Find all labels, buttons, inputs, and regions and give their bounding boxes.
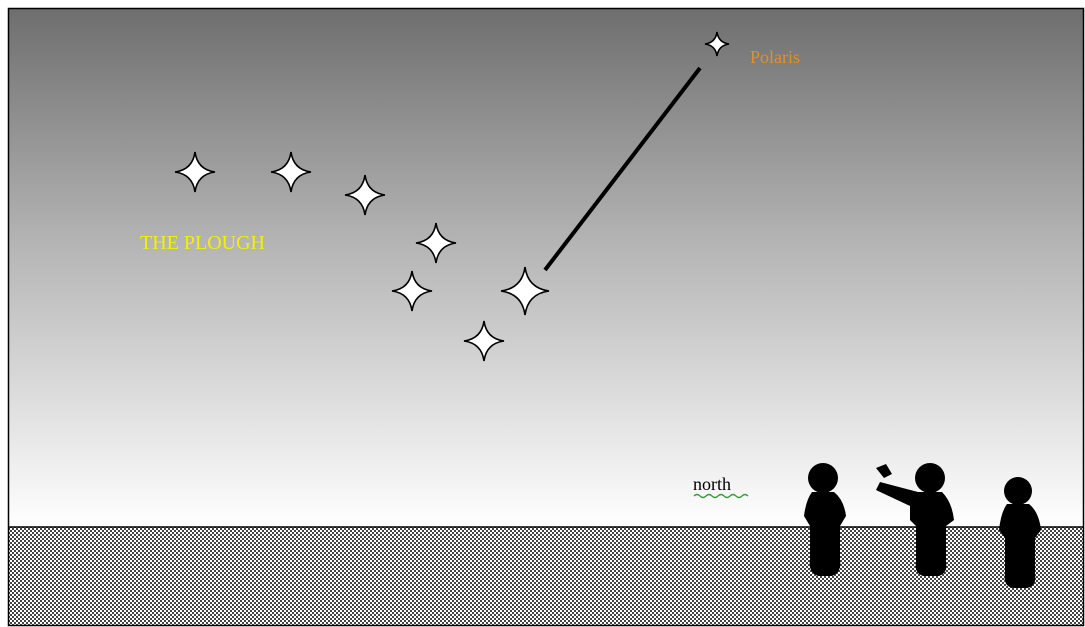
direction-label: north xyxy=(693,474,731,494)
night-sky-diagram: THE PLOUGH Polaris north xyxy=(0,0,1085,627)
star-label: Polaris xyxy=(750,47,800,67)
constellation-label: THE PLOUGH xyxy=(140,232,265,254)
page: {"diagram": {"labels": {"constellation":… xyxy=(0,0,1085,627)
